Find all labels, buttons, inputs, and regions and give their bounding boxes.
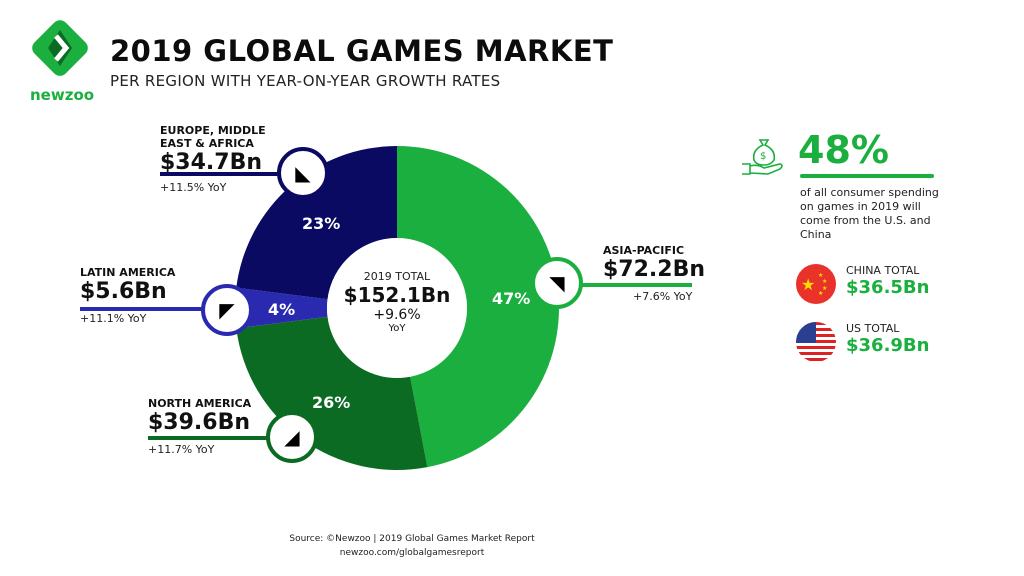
region-name: EAST & AFRICA [160, 137, 254, 150]
region-value: $5.6Bn [80, 279, 167, 304]
region-name: EUROPE, MIDDLE [160, 124, 266, 137]
latam-connector [80, 307, 210, 311]
donut-slice-1 [236, 316, 428, 470]
region-yoy: +11.7% YoY [148, 443, 215, 456]
stat-underline [800, 174, 934, 178]
apac-connector [570, 283, 692, 287]
donut-slice-3 [236, 146, 397, 300]
region-value: $39.6Bn [148, 410, 251, 435]
newzoo-logo [32, 20, 88, 76]
us-flag-icon [796, 322, 836, 362]
china-value: $36.5Bn [846, 277, 930, 298]
us-label: US TOTAL [846, 322, 900, 335]
region-value: $72.2Bn [603, 257, 706, 282]
donut-hole [327, 238, 467, 378]
svg-text:★: ★ [822, 285, 827, 292]
center-growth: +9.6% [373, 307, 421, 323]
pct-label-latam: 4% [268, 300, 296, 319]
svg-text:★: ★ [801, 275, 815, 294]
svg-text:★: ★ [818, 272, 823, 279]
emea-map-icon: ◣ [277, 147, 329, 199]
china-label: CHINA TOTAL [846, 264, 920, 277]
stat-description: of all consumer spending on games in 201… [800, 186, 939, 241]
money-hand-icon: $ [742, 139, 783, 175]
logo-text: newzoo [30, 86, 95, 104]
pct-label-emea: 23% [302, 214, 341, 233]
emea-annotation: EUROPE, MIDDLE EAST & AFRICA $34.7Bn +11… [160, 124, 266, 194]
svg-text:$: $ [760, 151, 766, 162]
us-value: $36.9Bn [846, 335, 930, 356]
region-yoy: +11.5% YoY [160, 181, 227, 194]
pct-label-apac: 47% [492, 289, 531, 308]
region-name: NORTH AMERICA [148, 397, 252, 410]
na-connector [148, 436, 278, 440]
source-url[interactable]: newzoo.com/globalgamesreport [339, 548, 485, 558]
svg-text:★: ★ [818, 290, 823, 297]
source-text: Source: ©Newzoo | 2019 Global Games Mark… [289, 534, 535, 544]
donut-slice-2 [235, 287, 328, 329]
center-growth-unit: YoY [388, 323, 406, 334]
center-total: 2019 TOTAL $152.1Bn +9.6% YoY [327, 270, 467, 334]
apac-annotation: ASIA-PACIFIC $72.2Bn +7.6% YoY [603, 244, 705, 303]
svg-text:★: ★ [822, 278, 827, 285]
latam-annotation: LATIN AMERICA $5.6Bn +11.1% YoY [80, 266, 175, 325]
latam-map-icon: ◤ [201, 284, 253, 336]
region-name: ASIA-PACIFIC [603, 244, 685, 257]
region-yoy: +11.1% YoY [80, 312, 147, 325]
big-stat: 48% [798, 128, 889, 172]
region-yoy: +7.6% YoY [633, 290, 693, 303]
page-subtitle: PER REGION WITH YEAR-ON-YEAR GROWTH RATE… [110, 72, 501, 90]
na-annotation: NORTH AMERICA $39.6Bn +11.7% YoY [148, 397, 251, 456]
center-label: 2019 TOTAL [363, 270, 431, 283]
emea-connector [160, 172, 290, 176]
na-map-icon: ◢ [266, 411, 318, 463]
page-title: 2019 GLOBAL GAMES MARKET [110, 34, 614, 68]
pct-label-na: 26% [312, 393, 351, 412]
china-flag-icon: ★ ★★ ★★ [796, 264, 836, 304]
donut-slice-0 [397, 146, 559, 468]
region-value: $34.7Bn [160, 150, 263, 175]
center-value: $152.1Bn [343, 283, 451, 307]
apac-map-icon: ◥ [531, 257, 583, 309]
region-name: LATIN AMERICA [80, 266, 176, 279]
